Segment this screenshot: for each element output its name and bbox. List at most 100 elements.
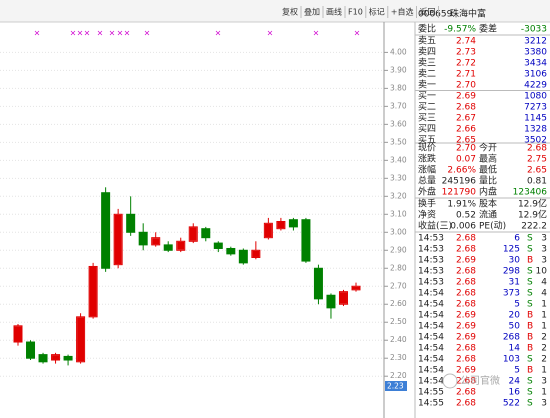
y-tick-label: 3.80 (390, 83, 407, 92)
toolbar-button[interactable]: F10 (348, 8, 363, 17)
trade-volume: 5 (514, 300, 520, 310)
stat-value: 0.07 (456, 155, 476, 165)
fund-value: 12.9亿 (518, 209, 547, 221)
trade-volume: 30 (509, 256, 521, 266)
trade-side: S (527, 278, 533, 288)
diff-label: 委差 (479, 23, 497, 35)
candle-body (326, 294, 336, 309)
candle-body-fill (152, 238, 160, 245)
trade-count: 1 (541, 366, 547, 376)
book-price: 2.74 (456, 37, 476, 47)
stat-label: 最高 (479, 153, 497, 165)
trade-side: S (527, 300, 533, 310)
y-tick-label: 3.40 (390, 155, 407, 164)
trade-time: 14:53 (418, 278, 444, 288)
trade-count: 2 (541, 333, 547, 343)
trade-time: 14:55 (418, 399, 444, 409)
trade-side: B (527, 344, 533, 354)
toolbar-button[interactable]: 返回 (419, 8, 435, 17)
book-price: 2.67 (456, 114, 476, 124)
trade-count: 3 (541, 399, 547, 409)
event-marker: × (77, 29, 84, 38)
trade-count: 3 (541, 245, 547, 255)
toolbar-bg (0, 0, 550, 22)
trade-time: 14:54 (418, 377, 444, 387)
fund-label: 流通 (479, 209, 497, 221)
book-volume: 3106 (524, 70, 547, 80)
candle-body (301, 219, 311, 262)
candle-body-fill (14, 326, 22, 342)
book-volume: 4229 (524, 81, 547, 91)
toolbar-button[interactable]: 复权 (282, 7, 298, 17)
stat-value: 121790 (442, 188, 477, 198)
y-tick-label: 3.10 (390, 209, 407, 218)
y-tick-label: 2.30 (390, 353, 407, 362)
trade-count: 10 (536, 267, 548, 277)
trade-count: 2 (541, 344, 547, 354)
price-tag-bg (385, 381, 407, 391)
candle-body-fill (189, 227, 197, 241)
stat-label: 量比 (479, 175, 497, 187)
y-tick-label: 3.20 (390, 191, 407, 200)
stat-label: 内盘 (479, 186, 497, 198)
candle-body-fill (277, 221, 285, 229)
candle-body (163, 244, 173, 251)
trade-time: 14:53 (418, 245, 444, 255)
book-price: 2.71 (456, 70, 476, 80)
trade-time: 14:54 (418, 366, 444, 376)
stock-name: 珠海中富 (450, 8, 486, 20)
fund-value: 12.9亿 (518, 198, 547, 210)
candle-body-fill (339, 292, 347, 304)
trade-volume: 373 (503, 289, 520, 299)
trade-volume: 103 (503, 355, 520, 365)
trade-volume: 522 (503, 399, 520, 409)
fund-value: 0.006 (450, 222, 476, 232)
stat-value: 2.66% (447, 166, 476, 176)
toolbar-button[interactable]: 画线 (326, 7, 342, 17)
trade-price: 2.69 (456, 333, 476, 343)
fund-label: PE(动) (479, 221, 506, 232)
stat-label: 现价 (418, 143, 436, 154)
watermark-icon (442, 373, 458, 389)
trade-price: 2.69 (456, 256, 476, 266)
stat-value: 2.68 (527, 144, 547, 154)
trade-count: 3 (541, 234, 547, 244)
y-tick-label: 3.90 (390, 65, 407, 74)
y-tick-label: 2.20 (390, 371, 407, 380)
y-tick-label: 3.30 (390, 173, 407, 182)
event-marker: × (109, 29, 116, 38)
book-price: 2.73 (456, 48, 476, 58)
stat-label: 今开 (479, 142, 497, 154)
candle-body-fill (89, 266, 97, 317)
trade-time: 14:54 (418, 300, 444, 310)
book-label: 买一 (418, 91, 436, 102)
trade-volume: 24 (509, 377, 521, 387)
toolbar-button[interactable]: 标记 (369, 7, 385, 17)
toolbar-button[interactable]: +自选 (391, 7, 414, 17)
candle-body-fill (352, 286, 360, 290)
candle-body (38, 354, 48, 363)
book-volume: 7273 (524, 103, 547, 113)
book-price: 2.65 (456, 136, 476, 146)
candle-body (126, 213, 136, 233)
trade-volume: 20 (509, 311, 521, 321)
event-marker: × (144, 29, 151, 38)
toolbar-button[interactable]: 叠加 (304, 7, 320, 17)
stat-label: 外盘 (418, 186, 436, 198)
stat-value: 2.65 (527, 166, 547, 176)
y-tick-label: 2.80 (390, 263, 407, 272)
candle-body (226, 247, 236, 255)
trade-side: S (527, 289, 533, 299)
event-marker: × (215, 29, 222, 38)
trade-volume: 5 (514, 366, 520, 376)
price-tag: 2.23 (387, 382, 404, 391)
trade-side: S (527, 388, 533, 398)
trade-price: 2.68 (456, 245, 476, 255)
candle-body (63, 355, 73, 361)
fund-label: 净资 (418, 209, 436, 221)
candle-body (201, 228, 211, 239)
candle-body-fill (252, 250, 260, 257)
candle-body (101, 192, 111, 269)
trade-side: S (527, 377, 533, 387)
